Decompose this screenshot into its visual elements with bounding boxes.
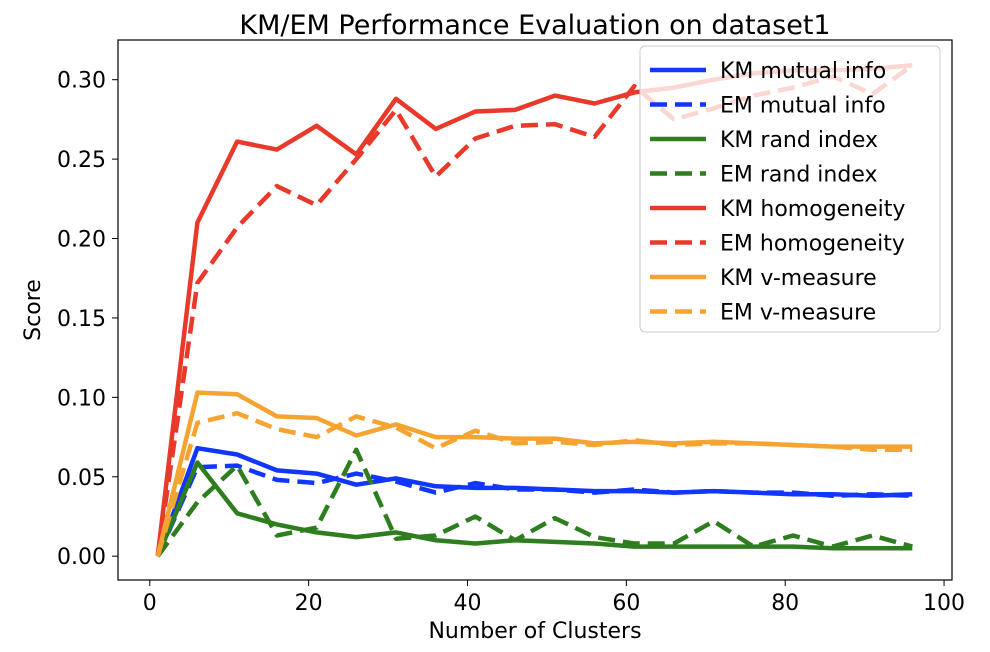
series-line-km-mutual-info [155, 445, 913, 557]
legend-label: EM v-measure [720, 301, 876, 326]
y-axis: 0.00 0.05 0.10 0.15 0.20 0.25 0.30 [57, 69, 118, 570]
plot-frame [117, 39, 953, 581]
legend-label: EM rand index [720, 163, 878, 188]
legend-label: KM rand index [720, 128, 878, 153]
series-line-em-mutual-info [155, 463, 913, 558]
x-axis: 0 20 40 60 80 100 [143, 580, 965, 616]
x-axis-label: Number of Clusters [428, 619, 641, 644]
y-tick-label: 0.05 [57, 466, 106, 491]
x-tick-label: 0 [143, 591, 157, 616]
legend-label: EM homogeneity [720, 232, 905, 257]
x-tick-label: 100 [923, 591, 965, 616]
series-line-em-rand-index [155, 447, 913, 558]
y-tick-label: 0.30 [57, 69, 106, 94]
y-tick-label: 0.25 [57, 148, 106, 173]
y-tick-label: 0.00 [57, 545, 106, 570]
y-tick-label: 0.15 [57, 307, 106, 332]
x-tick-label: 40 [453, 591, 481, 616]
x-tick-label: 20 [295, 591, 323, 616]
x-tick-label: 80 [771, 591, 799, 616]
y-tick-label: 0.10 [57, 386, 106, 411]
y-axis-label: Score [21, 279, 46, 341]
legend-label: KM mutual info [720, 59, 886, 84]
y-tick-label: 0.20 [57, 228, 106, 253]
legend-label: KM v-measure [720, 266, 877, 291]
series-line-em-v-measure [155, 410, 913, 557]
legend: KM mutual info EM mutual info KM rand inde… [639, 45, 941, 333]
series-line-km-rand-index [155, 460, 913, 558]
chart-title: KM/EM Performance Evaluation on dataset1 [239, 10, 830, 41]
x-tick-label: 60 [612, 591, 640, 616]
legend-label: KM homogeneity [720, 197, 905, 222]
legend-label: EM mutual info [720, 94, 886, 119]
legend-box [639, 45, 941, 333]
